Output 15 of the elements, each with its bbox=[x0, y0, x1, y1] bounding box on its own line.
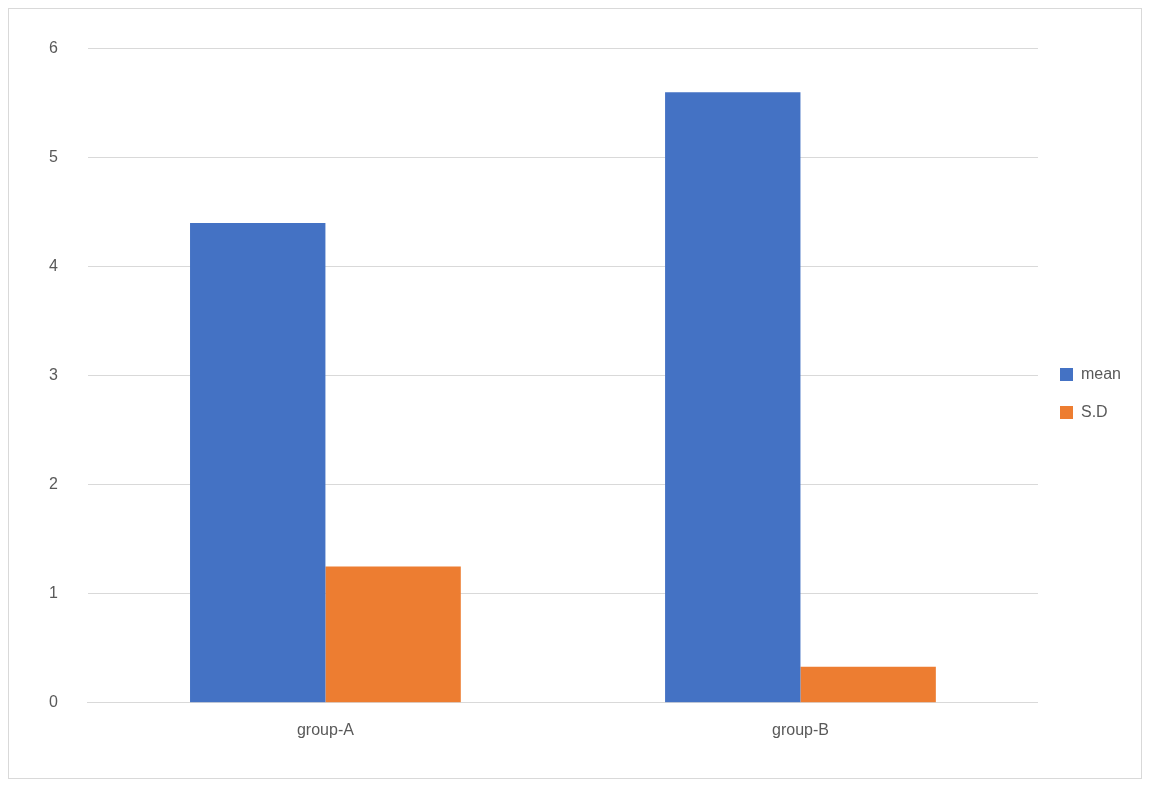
y-tick-label: 4 bbox=[48, 257, 58, 275]
legend-label: S.D bbox=[1080, 402, 1108, 420]
bar bbox=[325, 566, 461, 703]
bar bbox=[190, 223, 326, 703]
x-tick-label: group-A bbox=[296, 720, 355, 738]
y-tick-label: 6 bbox=[48, 39, 58, 57]
x-tick-label: group-B bbox=[772, 720, 829, 738]
y-tick-label: 2 bbox=[48, 475, 58, 493]
bar bbox=[800, 666, 936, 703]
y-tick-label: 5 bbox=[48, 148, 58, 166]
y-tick-label: 0 bbox=[48, 693, 58, 711]
bar bbox=[665, 92, 801, 703]
y-tick-label: 1 bbox=[48, 584, 58, 602]
y-tick-label: 3 bbox=[48, 366, 58, 384]
legend-label: mean bbox=[1080, 364, 1122, 382]
